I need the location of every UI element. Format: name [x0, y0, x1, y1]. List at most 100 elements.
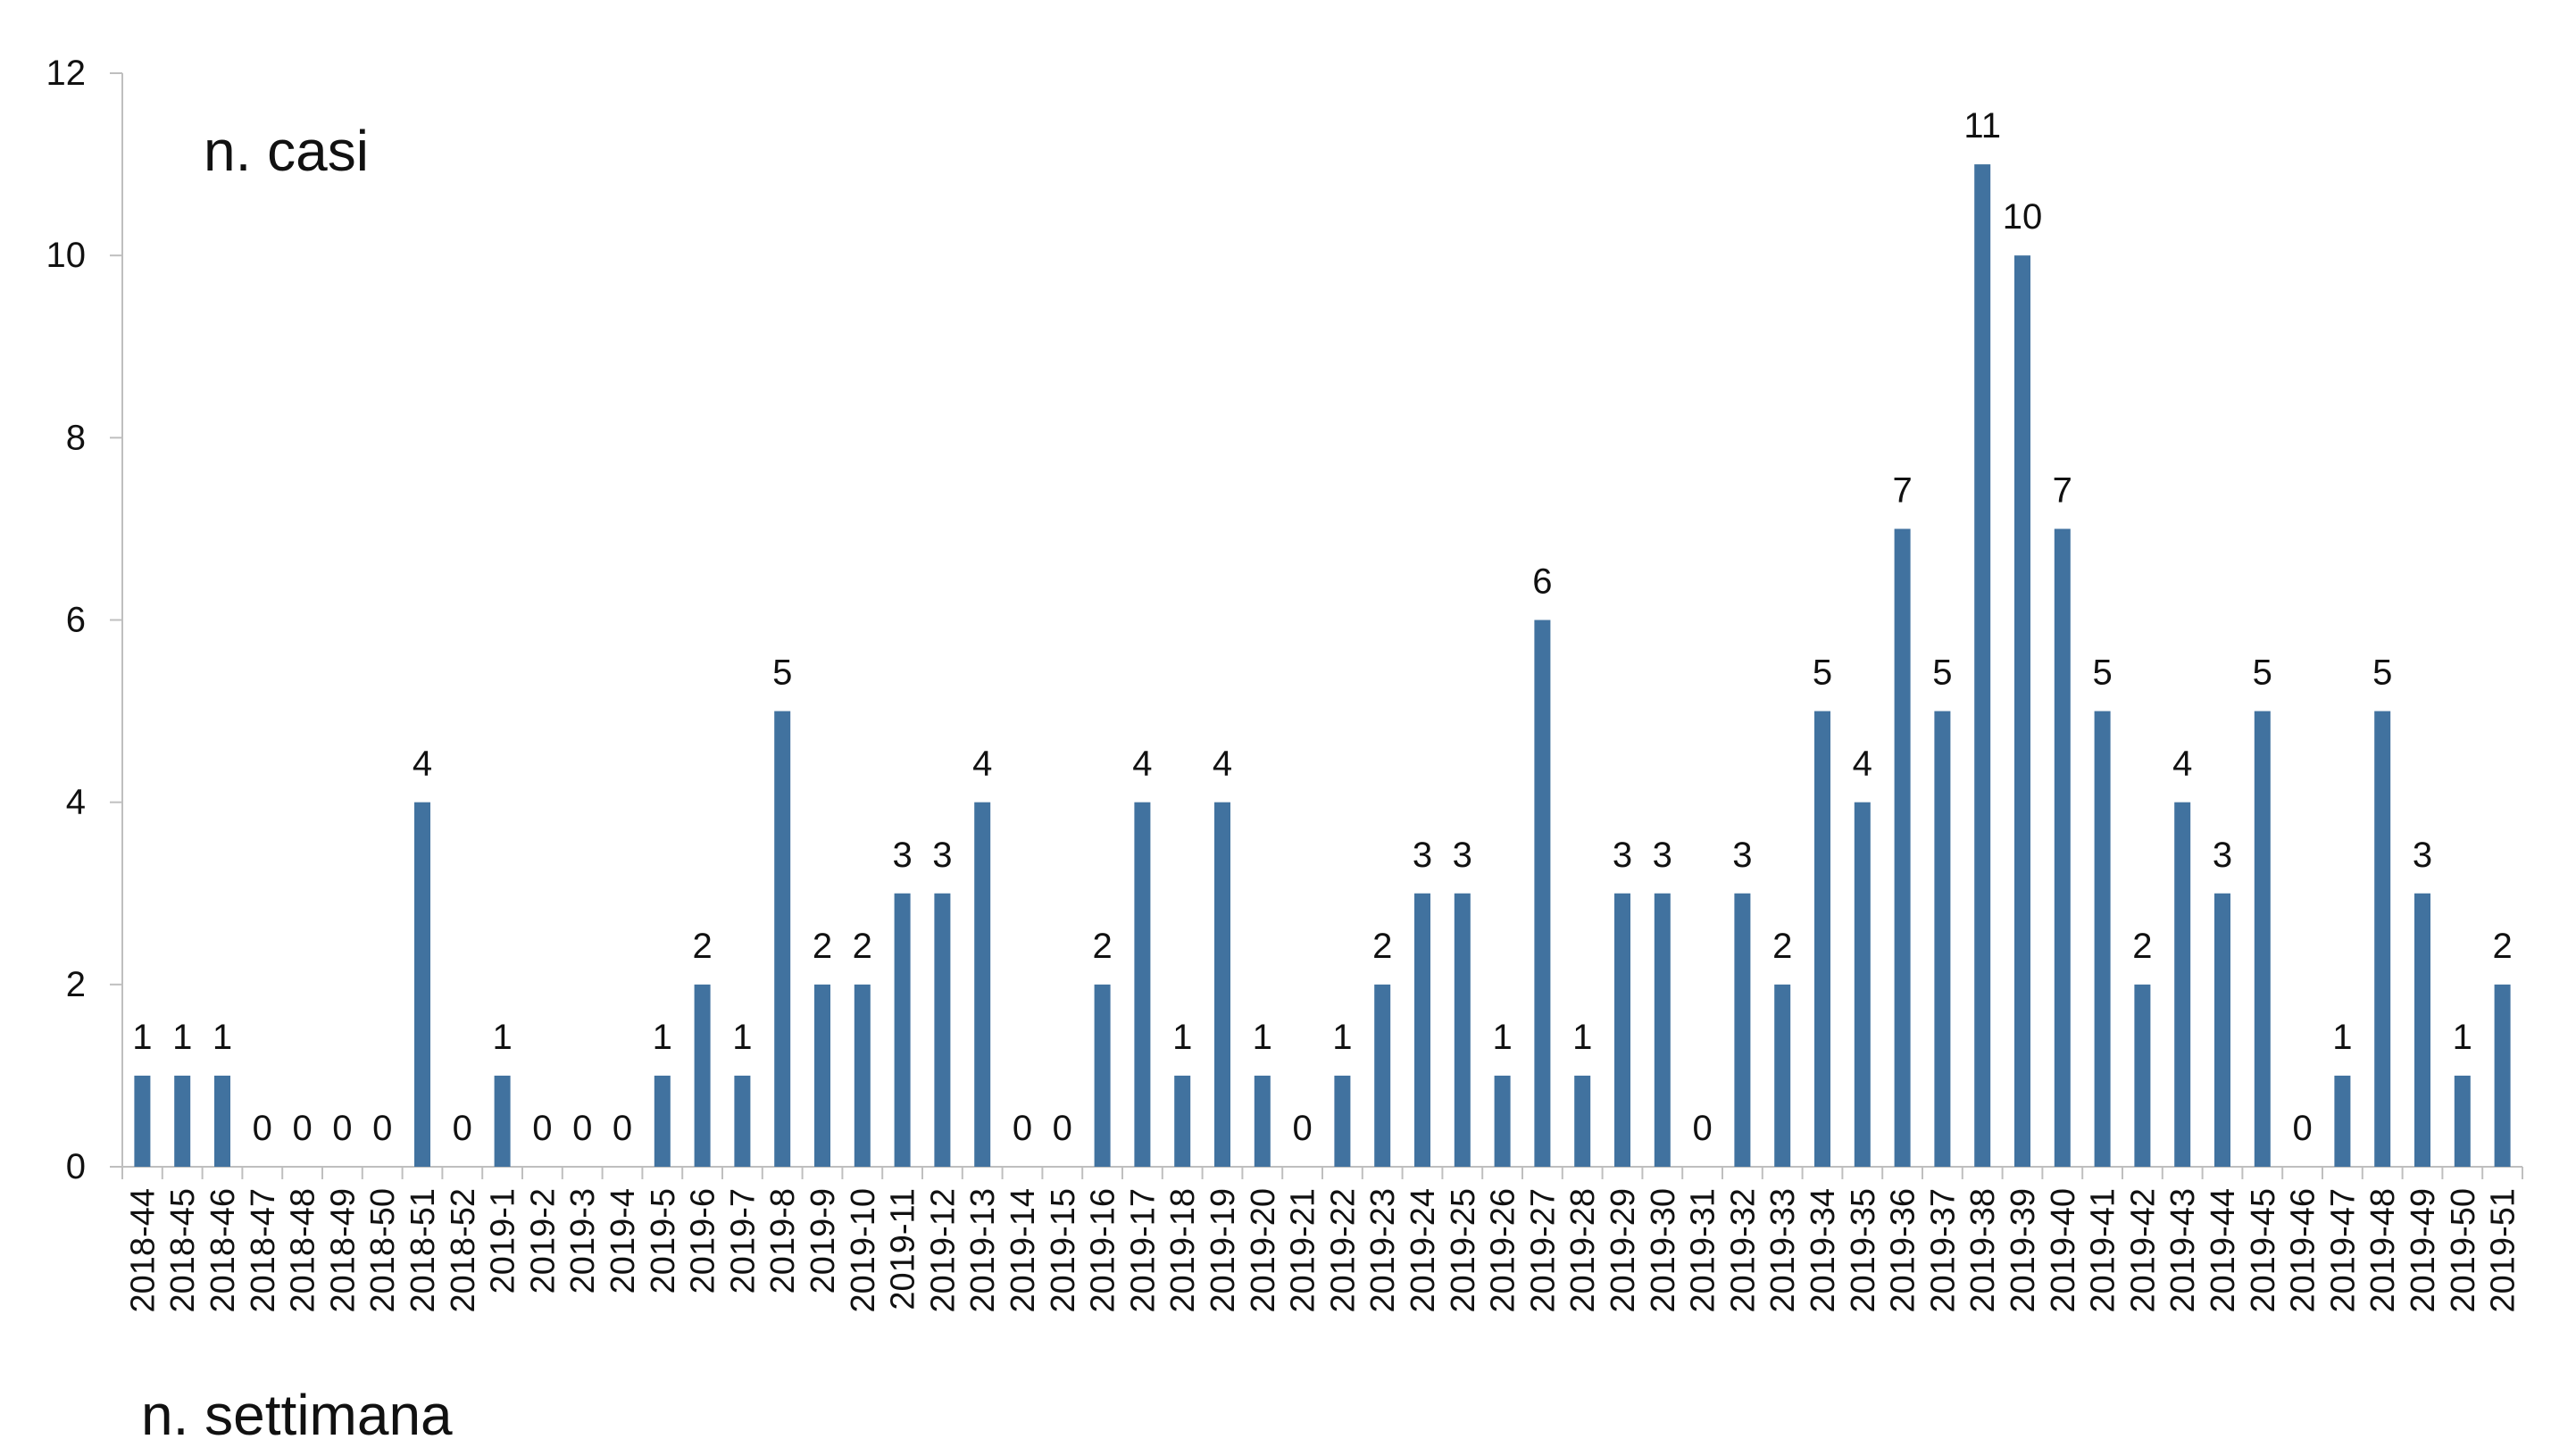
- bar: [934, 893, 951, 1167]
- x-tick-label: 2018-44: [124, 1188, 162, 1312]
- data-label: 2: [1092, 927, 1112, 966]
- data-label: 1: [1253, 1018, 1272, 1057]
- data-label: 10: [2003, 197, 2043, 237]
- data-label: 1: [1332, 1018, 1352, 1057]
- bar: [1094, 984, 1111, 1167]
- bar: [1454, 893, 1471, 1167]
- x-tick-label: 2019-47: [2324, 1188, 2362, 1312]
- data-label: 1: [1172, 1018, 1192, 1057]
- bar: [2374, 711, 2391, 1167]
- bars: [134, 164, 2511, 1168]
- bar: [2494, 984, 2511, 1167]
- data-label: 3: [1653, 836, 1672, 875]
- x-tick-label: 2019-33: [1764, 1188, 1802, 1312]
- y-tick-label: 6: [66, 601, 86, 640]
- bar: [414, 802, 430, 1167]
- data-label: 2: [853, 927, 872, 966]
- bar: [1654, 893, 1671, 1167]
- x-tick-label: 2019-15: [1045, 1188, 1082, 1312]
- bar: [654, 1075, 671, 1167]
- y-axis-label: n. casi: [204, 119, 369, 183]
- data-label: 2: [2132, 927, 2152, 966]
- x-tick-label: 2019-26: [1485, 1188, 1522, 1312]
- data-label: 0: [1692, 1109, 1712, 1148]
- x-tick-label: 2019-49: [2405, 1188, 2442, 1312]
- bar: [894, 893, 911, 1167]
- x-tick-label: 2018-51: [404, 1188, 442, 1312]
- data-label: 5: [1813, 653, 1832, 693]
- bar: [1774, 984, 1791, 1167]
- x-tick-label: 2019-34: [1805, 1188, 1842, 1312]
- x-tick-label: 2019-29: [1605, 1188, 1642, 1312]
- y-tick-label: 8: [66, 418, 86, 457]
- data-label: 3: [932, 836, 952, 875]
- data-label: 0: [2292, 1109, 2312, 1148]
- x-tick-label: 2019-1: [485, 1188, 522, 1294]
- data-label: 0: [1292, 1109, 1312, 1148]
- x-tick-label: 2019-13: [964, 1188, 1002, 1312]
- bar: [134, 1075, 151, 1167]
- x-tick-label: 2019-19: [1205, 1188, 1242, 1312]
- x-tick-label: 2019-40: [2045, 1188, 2082, 1312]
- bar: [1934, 711, 1951, 1167]
- y-axis-ticks: 0 2 4 6 8 10 12: [46, 54, 122, 1186]
- data-label: 0: [372, 1109, 392, 1148]
- data-label: 5: [1932, 653, 1952, 693]
- data-label: 1: [653, 1018, 672, 1057]
- data-label: 5: [2372, 653, 2392, 693]
- data-label: 6: [1532, 562, 1552, 602]
- bar: [2174, 802, 2191, 1167]
- data-label: 0: [572, 1109, 592, 1148]
- data-label: 1: [2453, 1018, 2472, 1057]
- x-tick-label: 2019-41: [2085, 1188, 2122, 1312]
- x-axis-label: n. settimana: [141, 1383, 453, 1447]
- bar: [1214, 802, 1230, 1167]
- bar: [1374, 984, 1391, 1167]
- bar: [1734, 893, 1751, 1167]
- data-label: 3: [1732, 836, 1752, 875]
- bar: [734, 1075, 751, 1167]
- x-tick-label: 2019-7: [724, 1188, 762, 1294]
- data-label: 0: [253, 1109, 272, 1148]
- x-tick-label: 2019-44: [2205, 1188, 2242, 1312]
- x-tick-label: 2018-48: [285, 1188, 322, 1312]
- x-tick-label: 2019-12: [924, 1188, 962, 1312]
- data-label: 7: [1892, 470, 1912, 510]
- data-label: 4: [1132, 745, 1152, 784]
- data-label: 3: [2413, 836, 2432, 875]
- y-tick-label: 10: [46, 236, 87, 275]
- x-tick-label: 2019-45: [2245, 1188, 2282, 1312]
- x-tick-label: 2019-39: [2005, 1188, 2042, 1312]
- bar: [1174, 1075, 1191, 1167]
- data-label: 3: [2213, 836, 2232, 875]
- x-tick-label: 2019-18: [1164, 1188, 1202, 1312]
- x-tick-label: 2019-20: [1245, 1188, 1282, 1312]
- x-tick-label: 2019-43: [2164, 1188, 2202, 1312]
- bar: [694, 984, 711, 1167]
- bar: [1494, 1075, 1511, 1167]
- bar: [1894, 528, 1911, 1167]
- x-tick-label: 2019-35: [1845, 1188, 1882, 1312]
- data-label: 2: [1772, 927, 1792, 966]
- x-tick-label: 2019-31: [1685, 1188, 1722, 1312]
- x-tick-label: 2018-45: [164, 1188, 202, 1312]
- axes: [121, 73, 2522, 1168]
- data-label: 1: [1492, 1018, 1512, 1057]
- bar: [1854, 802, 1871, 1167]
- data-label: 7: [2053, 470, 2072, 510]
- y-tick-label: 12: [46, 54, 87, 93]
- data-label: 4: [972, 745, 992, 784]
- x-tick-label: 2019-38: [1964, 1188, 2002, 1312]
- x-tick-label: 2018-47: [245, 1188, 282, 1312]
- x-tick-label: 2019-48: [2364, 1188, 2402, 1312]
- data-label: 0: [613, 1109, 632, 1148]
- bar: [1814, 711, 1830, 1167]
- bar: [1414, 893, 1430, 1167]
- data-label: 0: [453, 1109, 472, 1148]
- x-tick-label: 2018-52: [445, 1188, 482, 1312]
- bar: [2454, 1075, 2471, 1167]
- x-tick-label: 2019-46: [2285, 1188, 2322, 1312]
- x-tick-label: 2018-46: [204, 1188, 242, 1312]
- bar: [974, 802, 991, 1167]
